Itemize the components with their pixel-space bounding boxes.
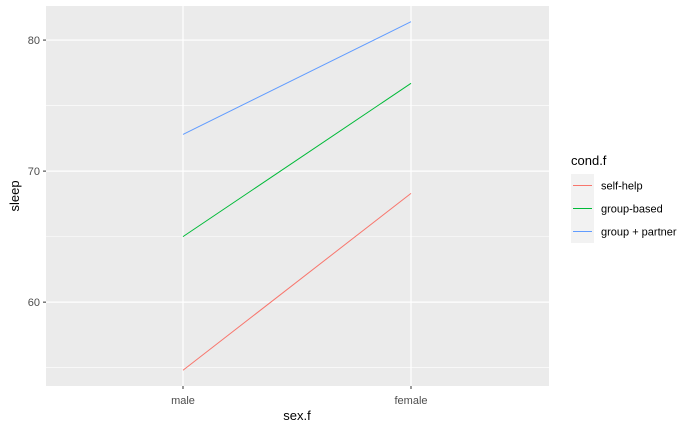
legend-label: group-based bbox=[601, 204, 663, 216]
series-line-group-partner bbox=[182, 21, 412, 135]
x-tick-label: male bbox=[171, 395, 195, 407]
x-tick-label: female bbox=[394, 395, 427, 407]
x-axis-title: sex.f bbox=[283, 408, 311, 423]
plot-panel bbox=[46, 6, 549, 386]
legend-title: cond.f bbox=[571, 153, 607, 168]
series-lines bbox=[182, 21, 412, 371]
legend-label: group + partner bbox=[601, 227, 677, 239]
y-tick-label: 60 bbox=[28, 297, 40, 309]
minor-gridlines bbox=[46, 105, 549, 368]
legend: cond.f self-help group-based group + partn… bbox=[571, 153, 677, 243]
series-line-group-based bbox=[182, 82, 412, 238]
x-axis-ticks: male female bbox=[171, 386, 428, 407]
y-tick-label: 80 bbox=[28, 35, 40, 47]
y-tick-label: 70 bbox=[28, 166, 40, 178]
y-axis-ticks: 60 70 80 bbox=[28, 35, 46, 309]
legend-label: self-help bbox=[601, 181, 643, 193]
major-gridlines bbox=[46, 6, 549, 386]
series-line-self-help bbox=[182, 192, 412, 371]
y-axis-title: sleep bbox=[7, 180, 22, 211]
